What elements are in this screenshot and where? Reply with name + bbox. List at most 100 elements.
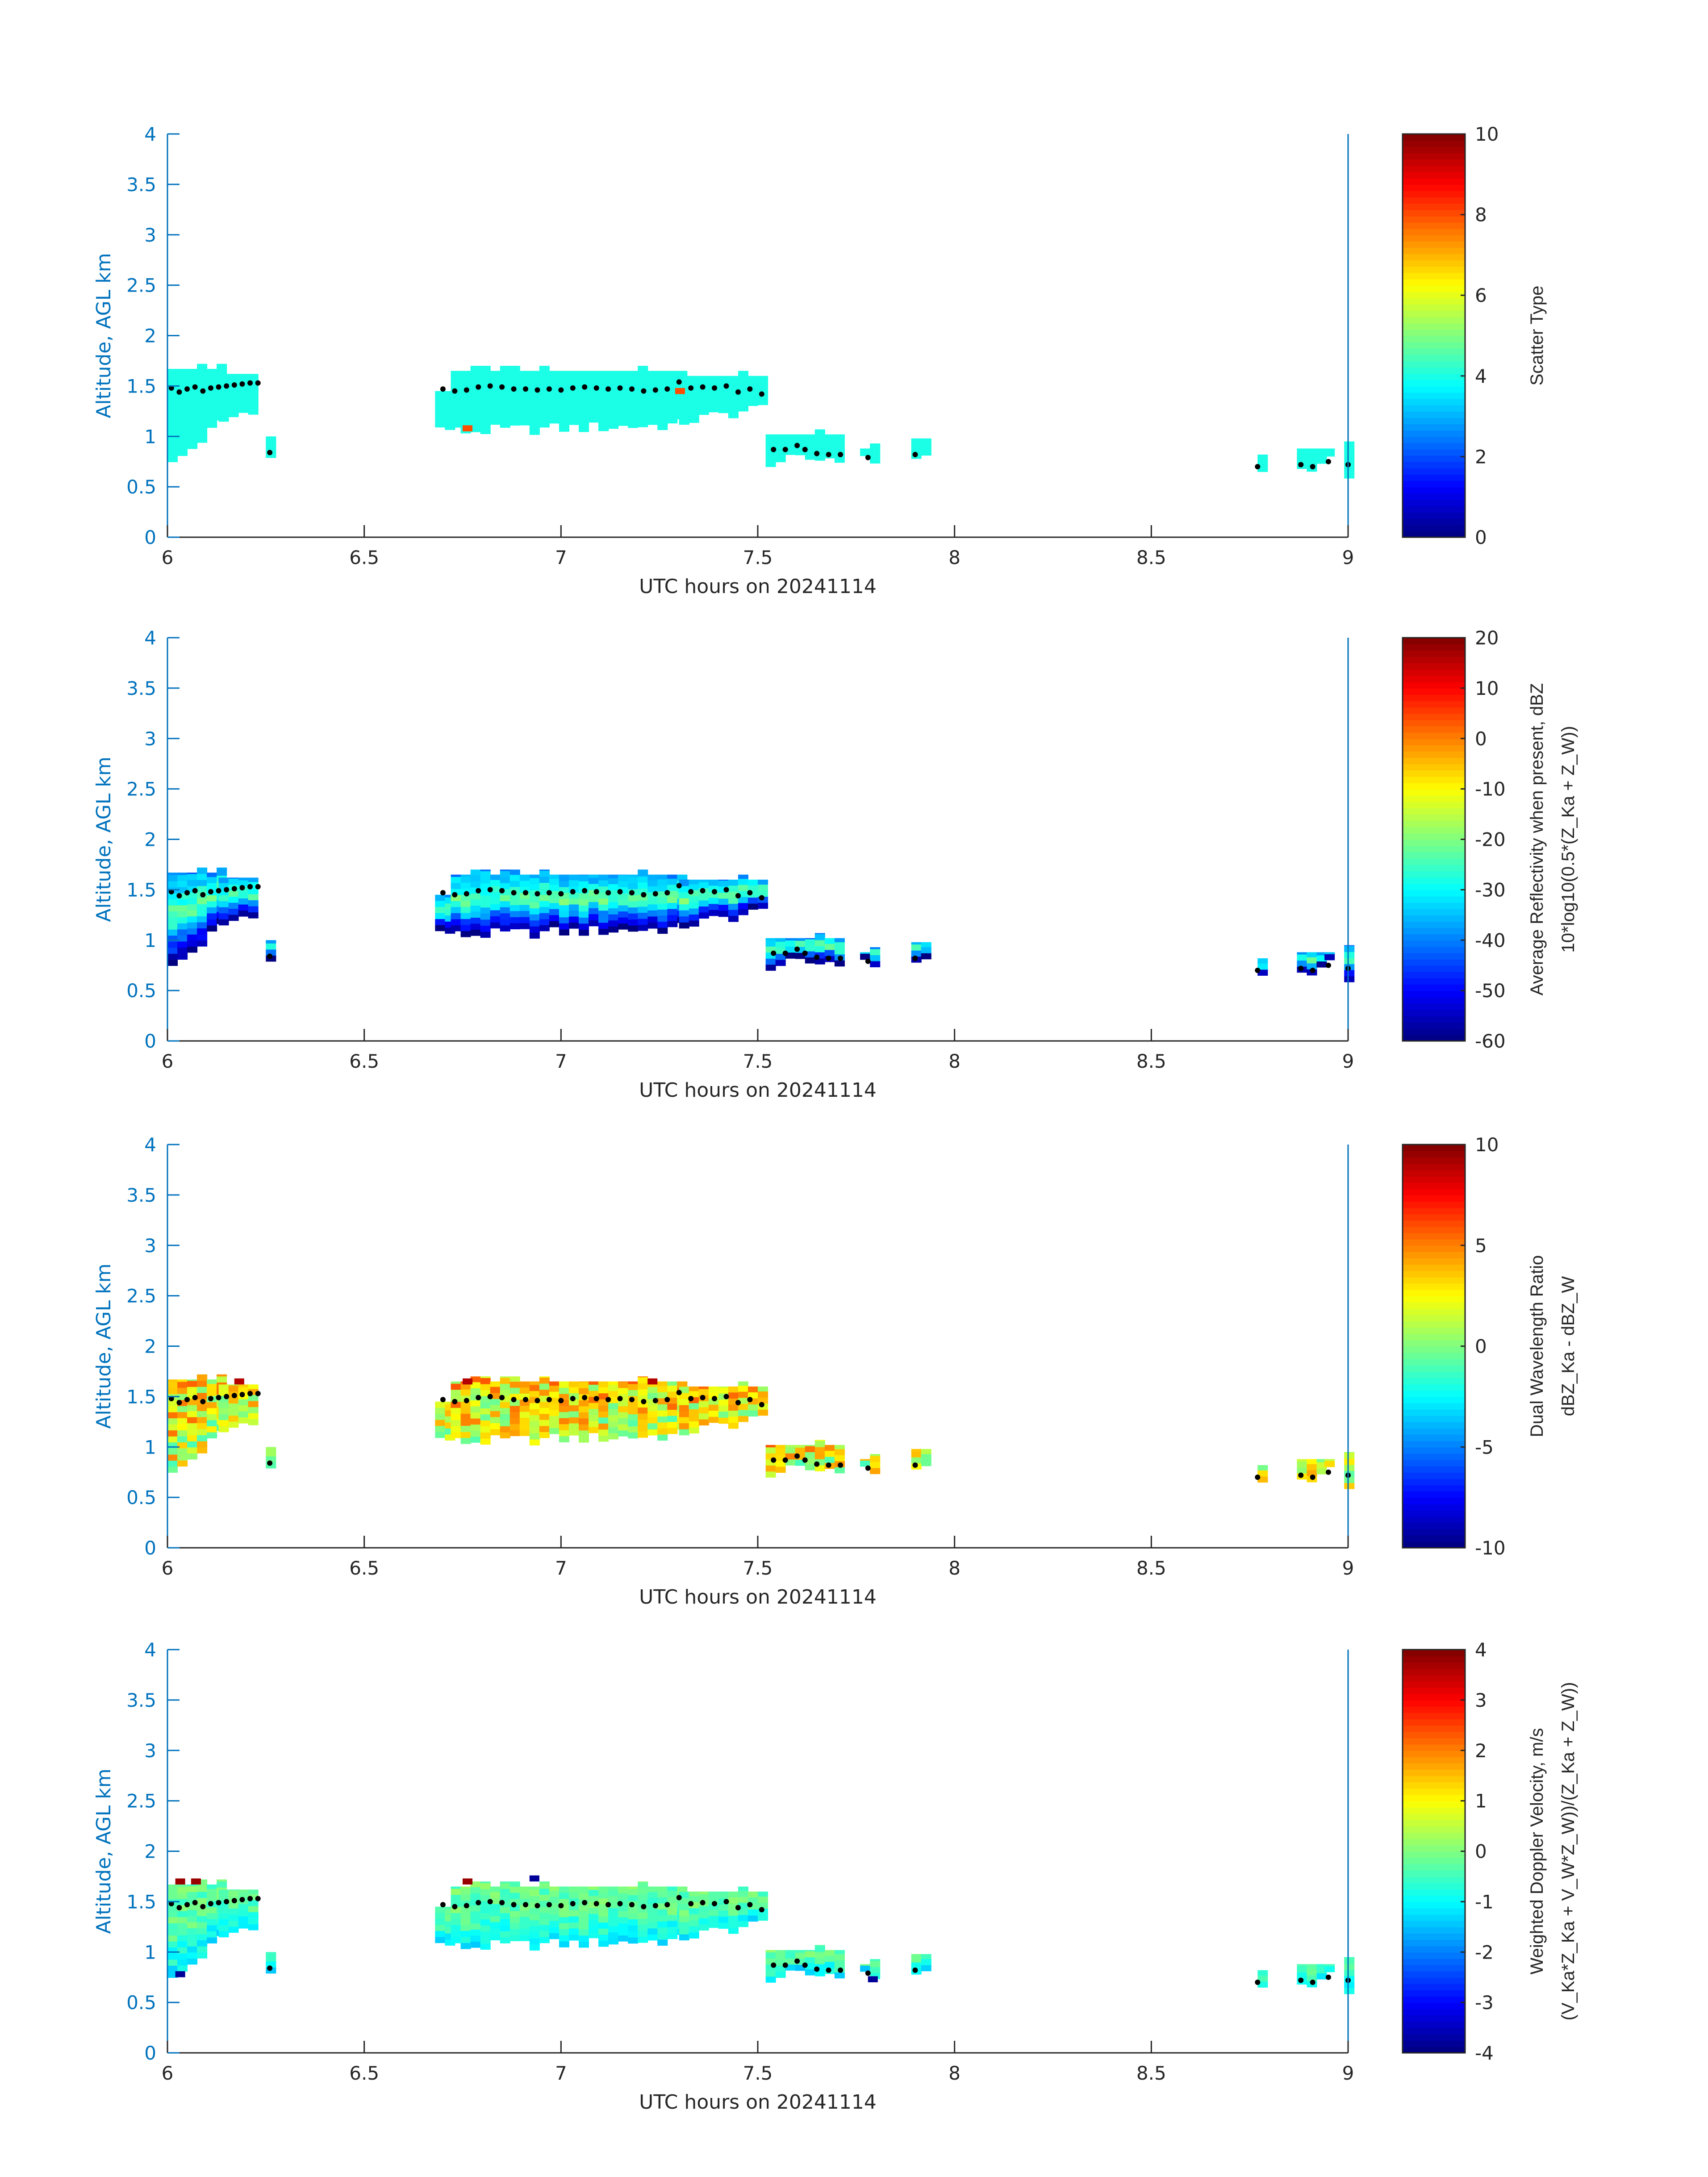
- heatmap-cell: [519, 1928, 530, 1935]
- heatmap-cell: [598, 1423, 609, 1430]
- heatmap-cell: [207, 1379, 217, 1384]
- heatmap-cell: [509, 413, 520, 420]
- heatmap-cell: [870, 954, 881, 961]
- colorbar-swatch: [1403, 373, 1465, 380]
- heatmap-cell: [1307, 957, 1317, 964]
- dot-point: [224, 383, 230, 389]
- heatmap-cell: [578, 407, 589, 414]
- dot-point: [464, 1398, 469, 1404]
- heatmap-cell: [167, 1466, 178, 1473]
- heatmap-cell: [480, 1889, 491, 1896]
- heatmap-cell: [177, 376, 188, 384]
- heatmap-cell: [1316, 1964, 1327, 1968]
- heatmap-cell: [559, 401, 569, 408]
- dot-point: [184, 386, 190, 392]
- heatmap-cell: [718, 389, 729, 395]
- heatmap-cell: [805, 944, 815, 952]
- colorbar-swatch: [1403, 354, 1465, 361]
- heatmap-cell: [248, 912, 259, 919]
- heatmap-cell: [167, 443, 178, 450]
- heatmap-cell: [238, 1399, 249, 1405]
- heatmap-cell: [539, 1930, 550, 1937]
- heatmap-cell: [187, 442, 198, 449]
- heatmap-cell: [177, 1454, 188, 1461]
- heatmap-cell: [618, 1910, 629, 1918]
- heatmap-cell: [598, 1886, 609, 1893]
- heatmap-cell: [207, 872, 217, 877]
- heatmap-cell: [589, 883, 599, 890]
- heatmap-cell: [187, 1934, 198, 1941]
- heatmap-cell: [911, 1451, 922, 1458]
- heatmap-cell: [460, 876, 471, 883]
- colorbar-swatch: [1403, 726, 1465, 733]
- heatmap-cell: [248, 408, 259, 415]
- heatmap-cell: [795, 1950, 806, 1953]
- heatmap-cell: [834, 434, 845, 439]
- dot-point: [546, 1902, 552, 1908]
- heatmap-cell: [549, 1926, 560, 1933]
- colorbar-swatch: [1403, 1295, 1465, 1303]
- heatmap-cell: [197, 394, 208, 401]
- colorbar-swatch: [1403, 430, 1465, 437]
- heatmap-cell: [805, 939, 815, 945]
- dot-point: [523, 386, 529, 392]
- heatmap-cell: [451, 1425, 461, 1432]
- heatmap-cell: [500, 1930, 510, 1938]
- heatmap-cell: [435, 1918, 446, 1925]
- heatmap-cell: [167, 905, 178, 912]
- heatmap-cell: [860, 1460, 871, 1467]
- heatmap-cell: [728, 915, 739, 922]
- colorbar-swatch: [1403, 1421, 1465, 1429]
- heatmap-cell: [451, 379, 461, 385]
- heatmap-cell: [814, 1446, 825, 1454]
- heatmap-cell: [197, 1952, 208, 1959]
- heatmap-cell: [1307, 459, 1317, 466]
- heatmap-cell: [509, 923, 520, 929]
- heatmap-cell: [228, 374, 239, 381]
- dot-point: [735, 893, 741, 898]
- heatmap-cell: [647, 1916, 658, 1922]
- heatmap-cell: [549, 405, 560, 412]
- heatmap-cell: [708, 1416, 719, 1423]
- heatmap-cell: [500, 876, 510, 883]
- heatmap-cell: [1307, 1463, 1317, 1471]
- y-tick-label: 1: [144, 1941, 156, 1963]
- colorbar-swatch: [1403, 1788, 1465, 1795]
- heatmap-cell: [509, 916, 520, 923]
- dot-point: [582, 1900, 588, 1905]
- heatmap-cell: [248, 1899, 259, 1906]
- heatmap-cell: [568, 916, 579, 923]
- heatmap-cell: [679, 406, 689, 413]
- colorbar-swatch: [1403, 764, 1465, 771]
- heatmap-cell: [738, 1914, 748, 1921]
- heatmap-cell: [549, 1385, 560, 1392]
- dot-point: [231, 886, 237, 892]
- heatmap-cell: [549, 380, 560, 388]
- colorbar-swatch: [1403, 1989, 1465, 1997]
- heatmap-cell: [1297, 1461, 1307, 1468]
- heatmap-cell: [628, 415, 639, 422]
- heatmap-cell: [177, 1379, 188, 1382]
- dot-point: [688, 1901, 694, 1906]
- heatmap-cell: [470, 1941, 481, 1948]
- heatmap-cell: [638, 1377, 648, 1383]
- colorbar-swatch: [1403, 1270, 1465, 1278]
- heatmap-cell: [549, 1391, 560, 1398]
- colorbar-tick-label: 6: [1475, 284, 1487, 306]
- heatmap-cell: [647, 1922, 658, 1929]
- colorbar-swatch: [1403, 1327, 1465, 1334]
- heatmap-cell: [539, 1377, 550, 1384]
- heatmap-cell: [679, 376, 689, 383]
- dot-point: [794, 443, 800, 448]
- heatmap-cell: [470, 371, 481, 378]
- heatmap-cell: [435, 1906, 446, 1913]
- colorbar-swatch: [1403, 2034, 1465, 2041]
- dot-point: [1325, 1469, 1331, 1475]
- heatmap-cell: [785, 938, 796, 941]
- heatmap-cell: [460, 894, 471, 901]
- heatmap-cell: [228, 1920, 239, 1927]
- heatmap-cell: [218, 415, 229, 422]
- heatmap-cell: [167, 371, 178, 378]
- heatmap-cell: [608, 1390, 619, 1397]
- heatmap-cell: [177, 431, 188, 438]
